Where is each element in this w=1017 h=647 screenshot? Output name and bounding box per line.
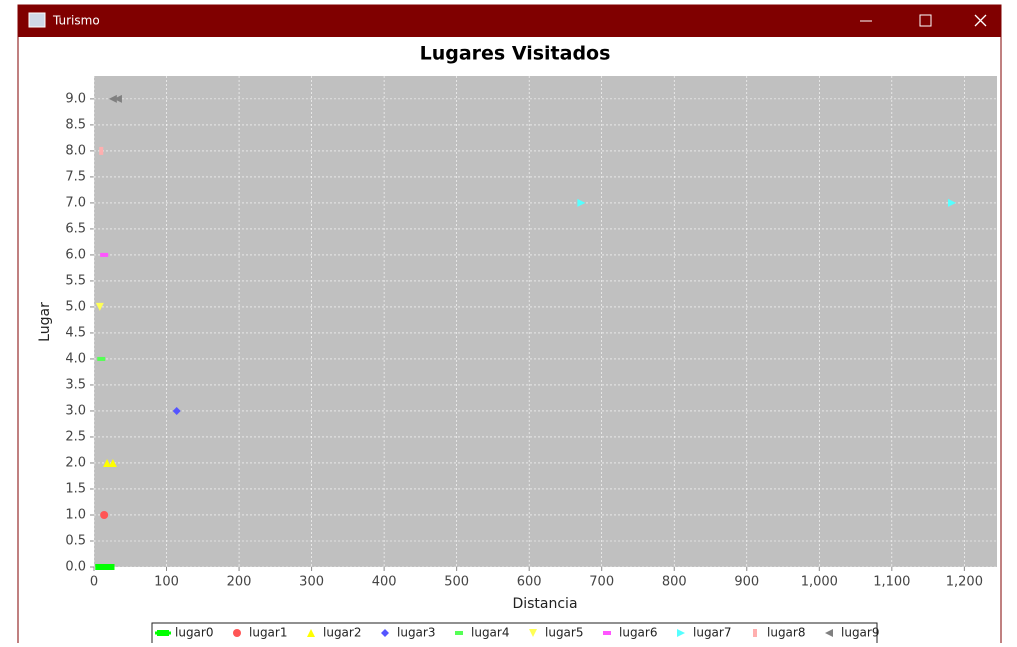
legend-label: lugar6 bbox=[619, 626, 657, 640]
y-tick-label: 0.0 bbox=[65, 560, 86, 575]
x-tick-label: 0 bbox=[90, 575, 98, 590]
point bbox=[100, 252, 109, 257]
legend-marker bbox=[529, 629, 537, 637]
x-tick-label: 600 bbox=[517, 575, 542, 590]
plot-area bbox=[94, 76, 997, 567]
y-tick-label: 1.5 bbox=[65, 481, 86, 496]
point bbox=[108, 458, 117, 467]
legend-label: lugar9 bbox=[841, 626, 879, 640]
legend-label: lugar4 bbox=[471, 626, 509, 640]
legend-label: lugar0 bbox=[175, 626, 213, 640]
y-tick-label: 0.5 bbox=[65, 533, 86, 548]
y-tick-label: 4.0 bbox=[65, 351, 86, 366]
y-tick-label: 3.5 bbox=[65, 377, 86, 392]
y-tick-label: 1.0 bbox=[65, 507, 86, 522]
legend-marker bbox=[381, 629, 389, 637]
x-tick-label: 500 bbox=[444, 575, 469, 590]
y-tick-label: 3.0 bbox=[65, 403, 86, 418]
point bbox=[100, 510, 109, 519]
x-tick-label: 100 bbox=[154, 575, 179, 590]
y-tick-label: 8.0 bbox=[65, 143, 86, 158]
x-tick-label: 1,100 bbox=[873, 575, 910, 590]
legend-marker bbox=[455, 631, 463, 635]
legend-label: lugar7 bbox=[693, 626, 731, 640]
point bbox=[97, 356, 106, 361]
maximize-button[interactable] bbox=[919, 14, 932, 27]
legend-label: lugar5 bbox=[545, 626, 583, 640]
y-axis-label: Lugar bbox=[37, 302, 53, 342]
legend-marker bbox=[233, 629, 241, 637]
x-tick-label: 700 bbox=[589, 575, 614, 590]
point bbox=[99, 146, 104, 155]
y-tick-label: 5.5 bbox=[65, 273, 86, 288]
point bbox=[108, 94, 117, 103]
y-tick-label: 5.0 bbox=[65, 299, 86, 314]
legend-marker bbox=[825, 629, 833, 637]
legend-label: lugar2 bbox=[323, 626, 361, 640]
point bbox=[172, 406, 181, 415]
legend-label: lugar3 bbox=[397, 626, 435, 640]
legend-marker bbox=[603, 631, 611, 635]
x-tick-label: 800 bbox=[662, 575, 687, 590]
point bbox=[102, 564, 115, 570]
legend-label: lugar1 bbox=[249, 626, 287, 640]
y-tick-label: 7.0 bbox=[65, 195, 86, 210]
legend-label: lugar8 bbox=[767, 626, 805, 640]
legend-marker bbox=[677, 629, 685, 637]
app-icon bbox=[28, 12, 46, 28]
y-tick-label: 7.5 bbox=[65, 169, 86, 184]
y-tick-label: 8.5 bbox=[65, 117, 86, 132]
point bbox=[577, 198, 586, 207]
x-axis-label: Distancia bbox=[512, 596, 577, 612]
y-tick-label: 2.5 bbox=[65, 429, 86, 444]
x-tick-label: 900 bbox=[734, 575, 759, 590]
y-tick-label: 6.5 bbox=[65, 221, 86, 236]
legend-marker bbox=[307, 629, 315, 637]
chart-title: Lugares Visitados bbox=[420, 43, 611, 65]
x-tick-label: 200 bbox=[227, 575, 252, 590]
point bbox=[113, 94, 122, 103]
x-tick-label: 1,000 bbox=[801, 575, 838, 590]
point bbox=[948, 198, 957, 207]
point bbox=[95, 302, 104, 311]
title-bar bbox=[18, 5, 1001, 37]
legend-marker bbox=[157, 630, 169, 636]
y-tick-label: 6.0 bbox=[65, 247, 86, 262]
x-tick-label: 300 bbox=[299, 575, 324, 590]
legend-marker bbox=[753, 629, 757, 637]
point bbox=[103, 458, 112, 467]
close-button[interactable] bbox=[974, 14, 987, 27]
y-tick-label: 4.5 bbox=[65, 325, 86, 340]
y-tick-label: 9.0 bbox=[65, 91, 86, 106]
window-title: Turismo bbox=[52, 14, 100, 28]
x-tick-label: 400 bbox=[372, 575, 397, 590]
x-tick-label: 1,200 bbox=[946, 575, 983, 590]
y-tick-label: 2.0 bbox=[65, 455, 86, 470]
